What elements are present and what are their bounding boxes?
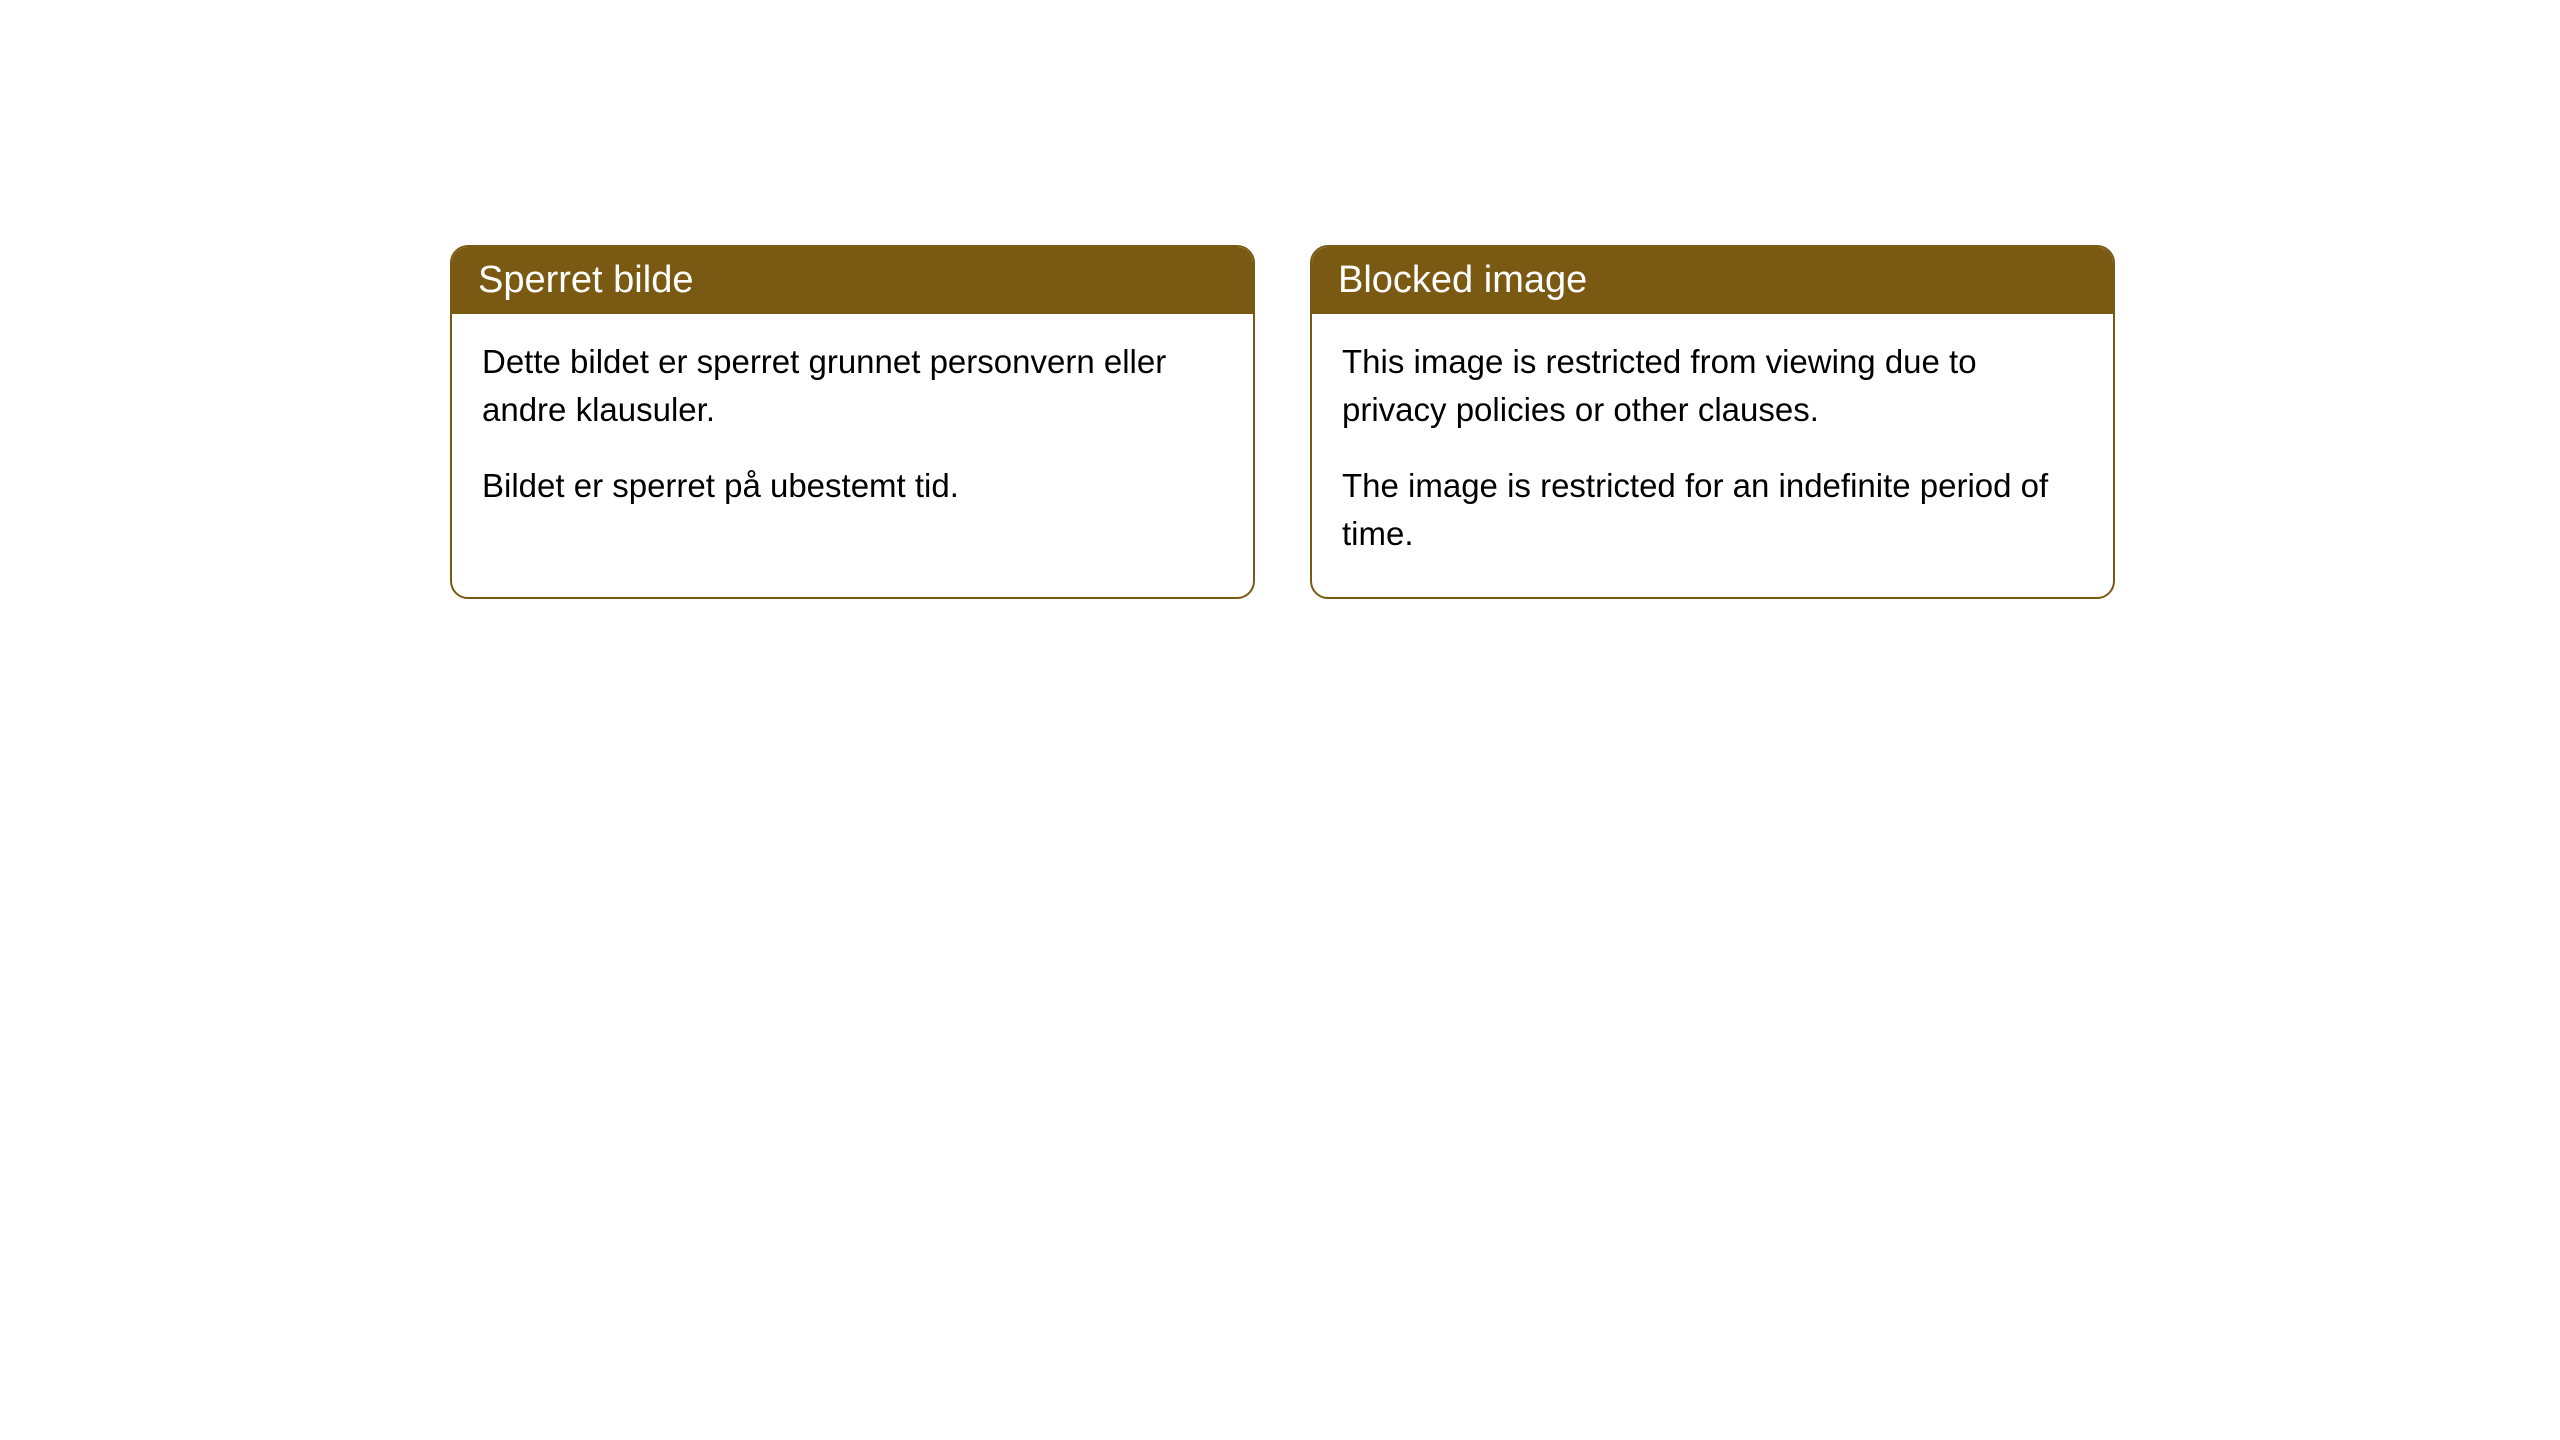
notice-card-english: Blocked image This image is restricted f…	[1310, 245, 2115, 599]
notice-cards-container: Sperret bilde Dette bildet er sperret gr…	[450, 245, 2115, 599]
card-paragraph: Bildet er sperret på ubestemt tid.	[482, 462, 1223, 510]
card-paragraph: Dette bildet er sperret grunnet personve…	[482, 338, 1223, 434]
card-header: Sperret bilde	[452, 247, 1253, 314]
card-title: Sperret bilde	[478, 259, 693, 301]
card-paragraph: This image is restricted from viewing du…	[1342, 338, 2083, 434]
notice-card-norwegian: Sperret bilde Dette bildet er sperret gr…	[450, 245, 1255, 599]
card-body: This image is restricted from viewing du…	[1312, 314, 2113, 597]
card-paragraph: The image is restricted for an indefinit…	[1342, 462, 2083, 558]
card-title: Blocked image	[1338, 259, 1587, 301]
card-body: Dette bildet er sperret grunnet personve…	[452, 314, 1253, 550]
card-header: Blocked image	[1312, 247, 2113, 314]
